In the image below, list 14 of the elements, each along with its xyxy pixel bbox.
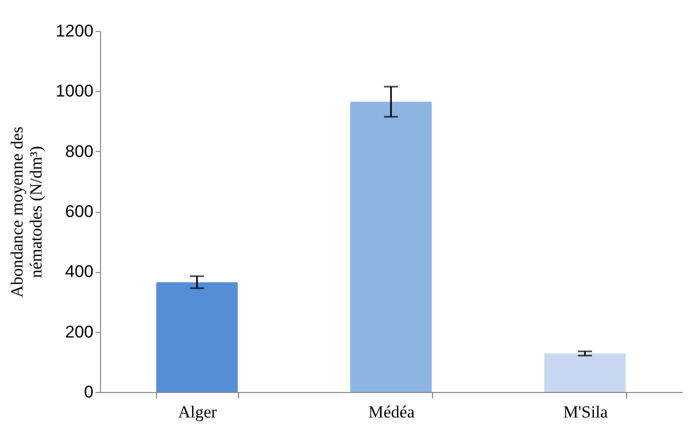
y-tick-label: 600	[65, 202, 94, 221]
bar	[156, 282, 238, 392]
bar	[544, 353, 626, 392]
y-tick-label: 1200	[56, 22, 94, 40]
y-axis-title: Abondance moyenne des nématodes (N/dm³)	[8, 126, 46, 298]
y-tick-label: 0	[84, 382, 94, 402]
y-tick-label: 200	[65, 322, 94, 342]
y-tick-label: 800	[65, 142, 94, 161]
y-tick-label: 400	[65, 262, 94, 282]
y-tick-label: 1000	[56, 82, 94, 101]
bar	[350, 102, 432, 392]
x-tick-label: M'Sila	[563, 402, 608, 422]
x-tick-label: Médéa	[368, 402, 416, 422]
x-tick-label: Alger	[178, 402, 218, 422]
